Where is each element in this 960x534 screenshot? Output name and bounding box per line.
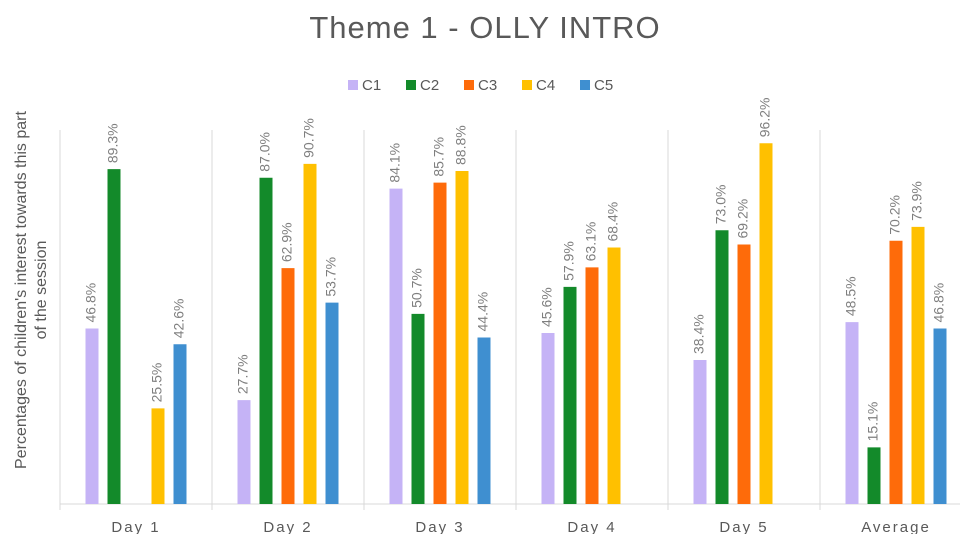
legend-label: C3 <box>478 77 497 94</box>
legend-label: C2 <box>420 77 439 94</box>
value-label: 57.9% <box>561 241 577 281</box>
legend-label: C5 <box>594 77 613 94</box>
bar <box>325 302 339 504</box>
legend-swatch <box>464 80 474 90</box>
bar <box>389 188 403 504</box>
bar <box>933 328 947 504</box>
bar <box>411 313 425 504</box>
bar <box>237 400 251 504</box>
value-label: 84.1% <box>387 143 403 183</box>
value-label: 50.7% <box>409 268 425 308</box>
value-label: 25.5% <box>149 363 165 403</box>
bar <box>737 244 751 504</box>
y-axis-label-line: Percentages of children's interest towar… <box>13 111 30 469</box>
y-axis-label-line: of the session <box>33 241 50 340</box>
legend-swatch <box>348 80 358 90</box>
value-label: 87.0% <box>257 132 273 172</box>
value-label: 48.5% <box>843 276 859 316</box>
value-label: 73.9% <box>909 181 925 221</box>
bar <box>455 171 469 504</box>
bar <box>889 240 903 504</box>
legend-label: C1 <box>362 77 381 94</box>
value-label: 15.1% <box>865 402 881 442</box>
legend-swatch <box>580 80 590 90</box>
bar <box>151 408 165 504</box>
value-label: 62.9% <box>279 222 295 262</box>
bar <box>693 360 707 504</box>
x-tick-label: Day 2 <box>263 519 312 534</box>
value-label: 68.4% <box>605 202 621 242</box>
value-label: 46.8% <box>931 283 947 323</box>
bar <box>867 447 881 504</box>
bar <box>107 169 121 504</box>
bar <box>541 333 555 504</box>
bar <box>563 286 577 504</box>
value-label: 96.2% <box>757 98 773 138</box>
value-label: 90.7% <box>301 118 317 158</box>
legend-label: C4 <box>536 77 555 94</box>
value-label: 53.7% <box>323 257 339 297</box>
y-axis-label: Percentages of children's interest towar… <box>13 111 50 469</box>
x-tick-label: Day 4 <box>567 519 616 534</box>
legend-swatch <box>406 80 416 90</box>
bar <box>911 226 925 504</box>
value-label: 85.7% <box>431 137 447 177</box>
bar <box>607 247 621 504</box>
bar <box>585 267 599 504</box>
value-label: 89.3% <box>105 123 121 163</box>
value-label: 42.6% <box>171 299 187 339</box>
value-label: 46.8% <box>83 283 99 323</box>
value-label: 70.2% <box>887 195 903 235</box>
x-tick-label: Day 5 <box>719 519 768 534</box>
value-label: 27.7% <box>235 354 251 394</box>
x-tick-label: Day 3 <box>415 519 464 534</box>
bar <box>303 163 317 504</box>
bar <box>259 177 273 504</box>
bar <box>759 143 773 504</box>
value-label: 69.2% <box>735 199 751 239</box>
chart-title: Theme 1 - OLLY INTRO <box>309 10 660 45</box>
value-label: 88.8% <box>453 125 469 165</box>
bar <box>715 230 729 504</box>
bar <box>433 182 447 504</box>
value-label: 44.4% <box>475 292 491 332</box>
value-label: 38.4% <box>691 314 707 354</box>
value-label: 45.6% <box>539 287 555 327</box>
value-label: 63.1% <box>583 222 599 262</box>
legend-swatch <box>522 80 532 90</box>
bar <box>477 337 491 504</box>
bar <box>845 322 859 504</box>
bar <box>173 344 187 504</box>
x-tick-label: Average <box>861 519 931 534</box>
x-tick-label: Day 1 <box>111 519 160 534</box>
bar <box>85 328 99 504</box>
value-label: 73.0% <box>713 185 729 225</box>
bar <box>281 268 295 504</box>
